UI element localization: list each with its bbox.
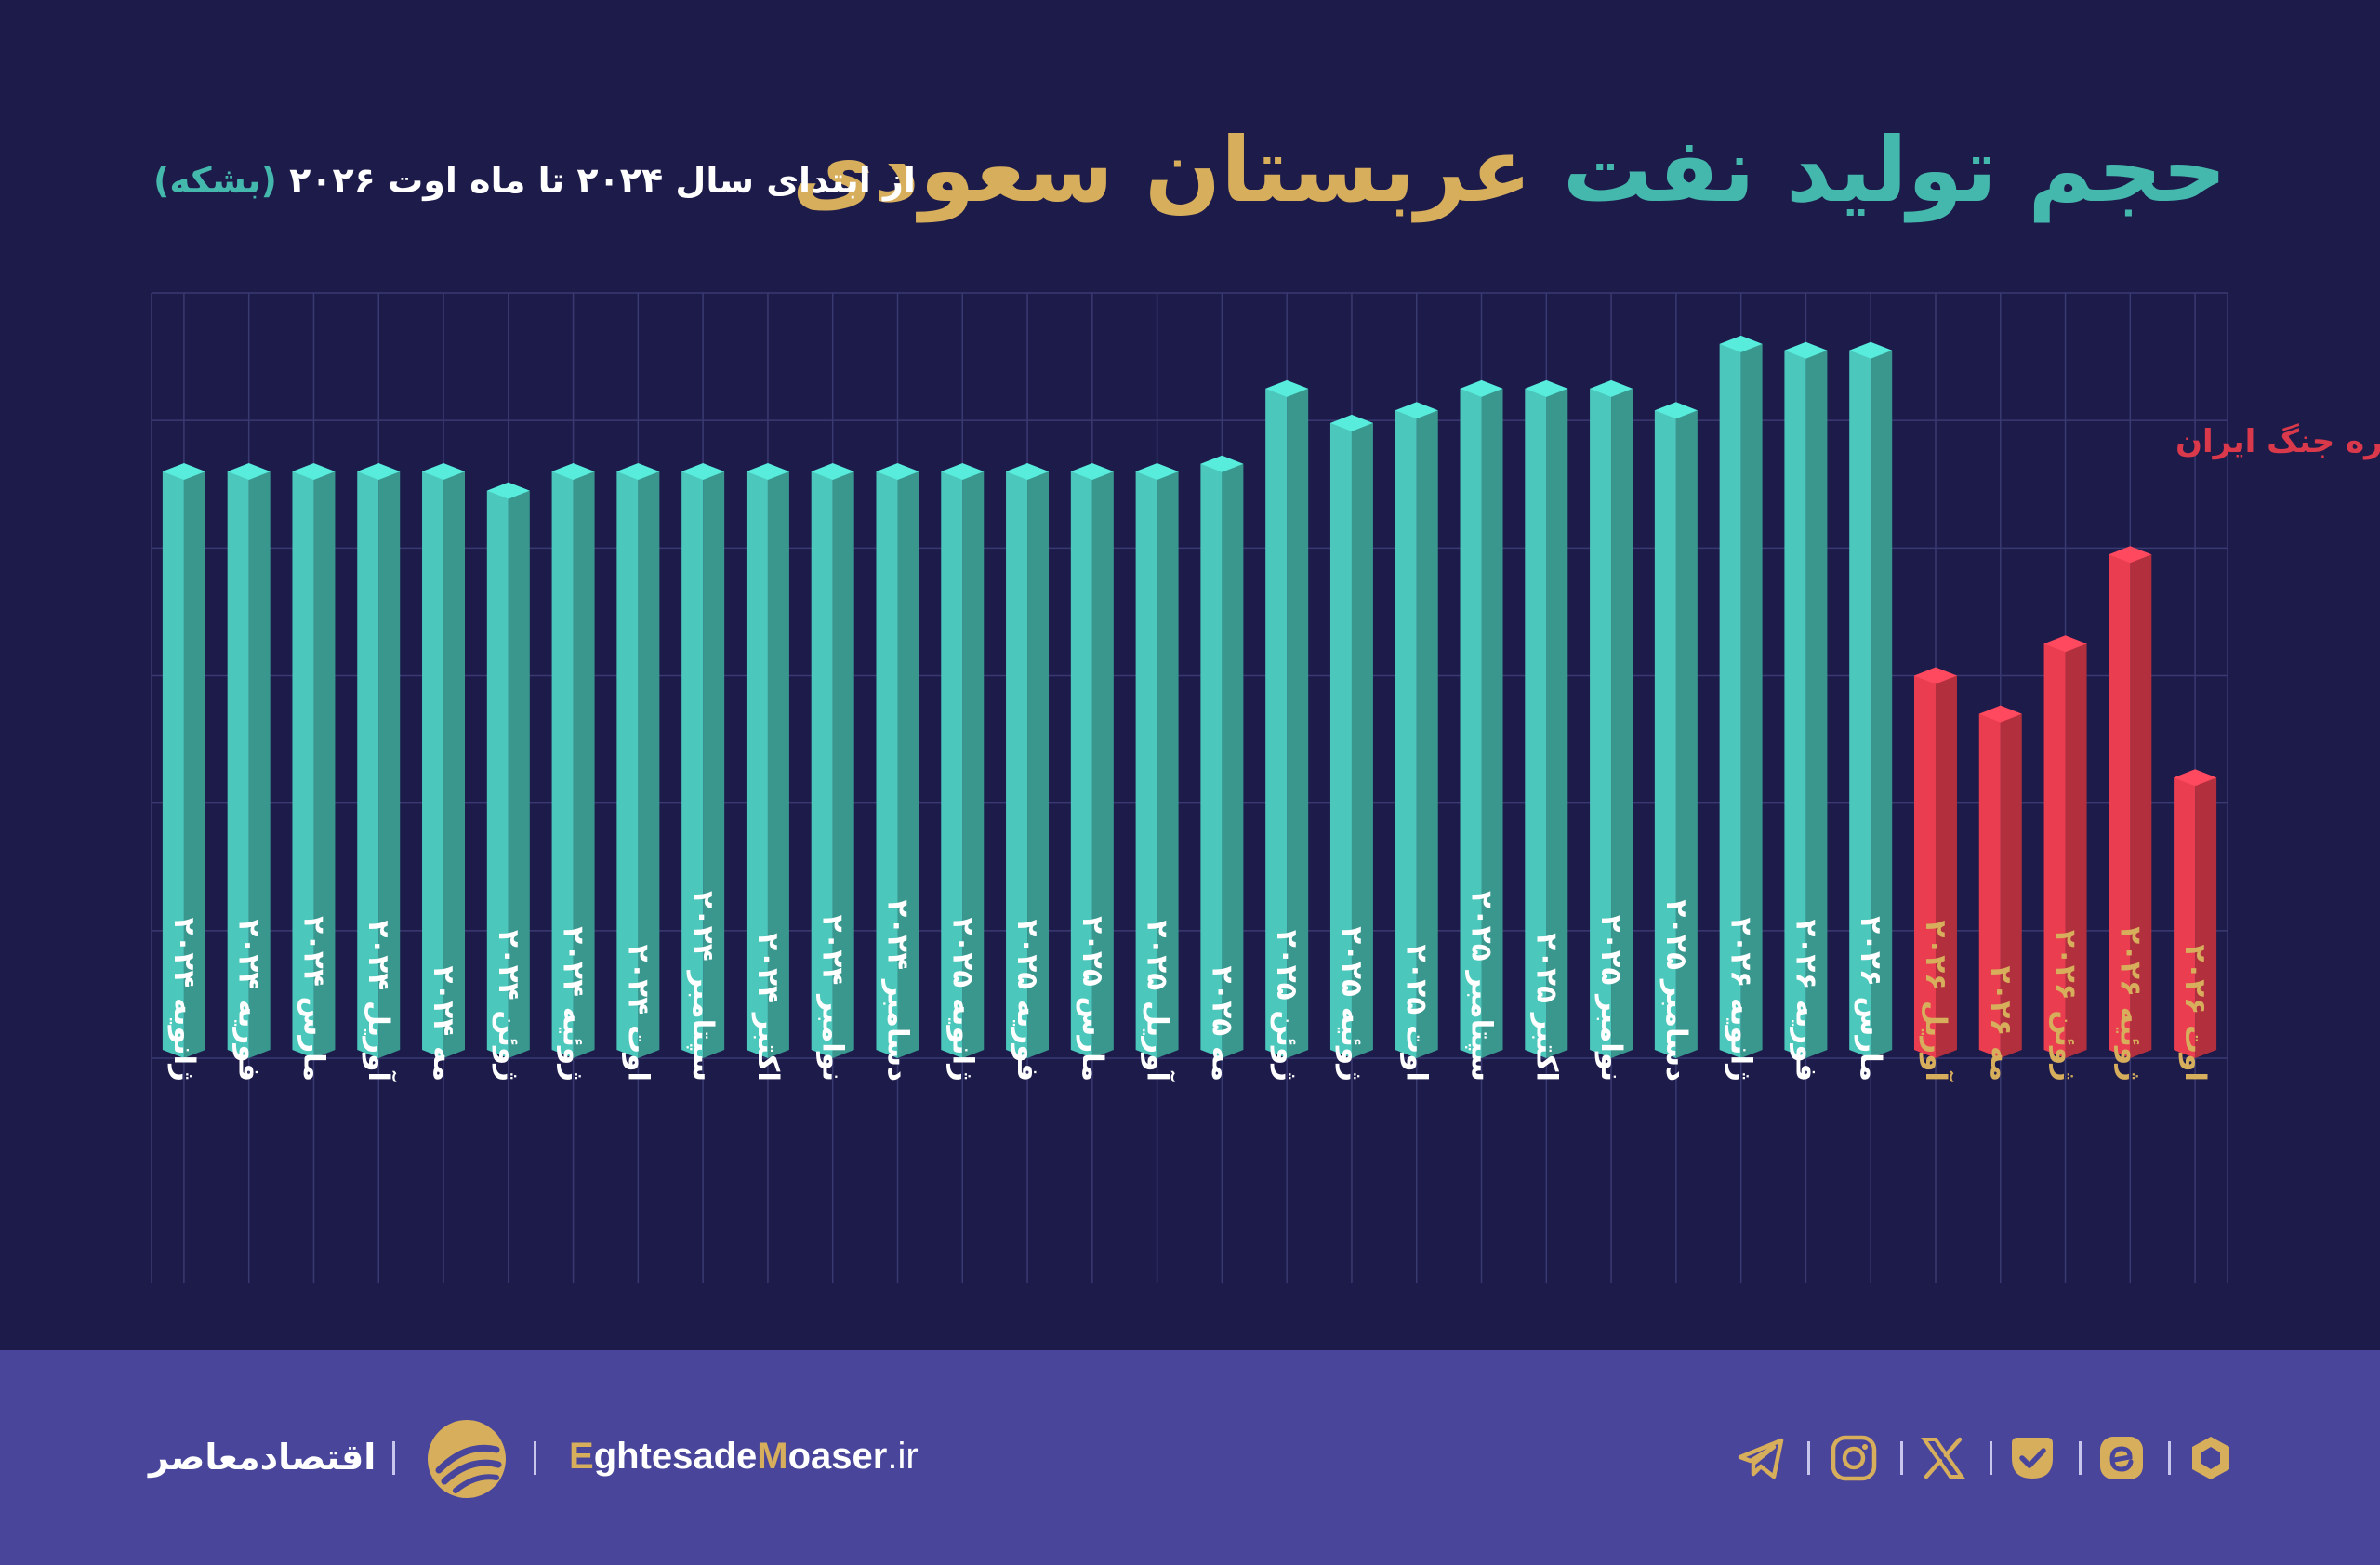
x-tick-label: دسامبر ۲۰۲۴ — [880, 899, 914, 1081]
chart-bars — [162, 335, 2217, 1059]
bar-war-period — [1913, 667, 1957, 1058]
war-period-annotation: دوره جنگ ایران — [2175, 423, 2380, 460]
bar — [876, 463, 919, 1058]
x-tick-label: ژوئن ۲۰۲۵ — [1270, 930, 1303, 1081]
site-cap-2: M — [757, 1436, 788, 1477]
bar — [616, 463, 660, 1058]
bar — [1070, 463, 1114, 1058]
bale-icon[interactable] — [2006, 1432, 2058, 1484]
bar — [1654, 402, 1698, 1058]
bar — [551, 463, 595, 1058]
x-tick-label: اکتبر ۲۰۲۴ — [751, 933, 785, 1081]
x-tick-label: فوریه ۲۰۲۶ — [1789, 920, 1822, 1082]
x-tick-label: مارس ۲۰۲۵ — [1076, 916, 1109, 1081]
bar — [746, 463, 789, 1058]
bar-chart: ژانویه ۲۰۲۴ فوریه ۲۰۲۴ مارس ۲۰۲۴ آوریل ۲۰۲۴… — [151, 292, 2380, 1283]
site-part-1: ghtesade — [593, 1436, 758, 1477]
x-tick-label: اکتبر ۲۰۲۵ — [1529, 933, 1563, 1081]
x-tick-label: ژانویه ۲۰۲۶ — [1725, 918, 1758, 1081]
bar-war-period — [2109, 546, 2152, 1058]
x-tick-label: فوریه ۲۰۲۵ — [1011, 920, 1044, 1082]
website-url[interactable]: EghtesadeMoaser.ir — [569, 1436, 919, 1478]
x-tick-label: مارس ۲۰۲۶ — [1854, 916, 1887, 1081]
bar — [1719, 335, 1763, 1058]
bar — [1200, 455, 1244, 1058]
eitaa-icon[interactable] — [2096, 1432, 2148, 1484]
bar — [1784, 341, 1828, 1059]
x-tick-label: ژانویه ۲۰۲۵ — [945, 918, 979, 1081]
x-tick-label: ژوئیه ۲۰۲۶ — [2113, 926, 2147, 1081]
bar — [941, 463, 985, 1058]
footer-separator — [1990, 1441, 1992, 1475]
x-axis-labels: ژانویه ۲۰۲۴ فوریه ۲۰۲۴ مارس ۲۰۲۴ آوریل ۲۰۲۴… — [167, 891, 2212, 1082]
bar — [1395, 402, 1438, 1058]
x-tick-label: نوامبر ۲۰۲۴ — [816, 915, 850, 1081]
x-tick-label: مه ۲۰۲۴ — [427, 966, 460, 1081]
bar — [681, 463, 725, 1058]
x-tick-label: فوریه ۲۰۲۴ — [232, 920, 266, 1082]
brand-logo-icon — [428, 1420, 506, 1498]
bar — [1849, 341, 1893, 1059]
bar — [811, 463, 854, 1058]
x-tick-label: سپتامبر ۲۰۲۵ — [1465, 891, 1499, 1081]
x-tick-label: اوت ۲۰۲۵ — [1400, 944, 1434, 1081]
x-tick-label: دسامبر ۲۰۲۵ — [1659, 899, 1693, 1081]
x-tick-label: آوریل ۲۰۲۶ — [1919, 920, 1954, 1082]
x-tick-label: ژوئن ۲۰۲۶ — [2049, 930, 2082, 1081]
footer-separator — [392, 1441, 395, 1475]
x-tick-label: ژوئیه ۲۰۲۴ — [557, 926, 590, 1081]
bar — [1525, 379, 1568, 1058]
bar — [1265, 379, 1309, 1058]
bar — [292, 463, 336, 1058]
x-tick-label: نوامبر ۲۰۲۵ — [1594, 915, 1628, 1081]
x-tick-label: آوریل ۲۰۲۵ — [1141, 920, 1176, 1082]
bar — [162, 463, 205, 1058]
title-part-2: عربستان سعودی — [791, 118, 1532, 222]
x-tick-label: مارس ۲۰۲۴ — [297, 916, 330, 1081]
footer-separator — [1807, 1441, 1810, 1475]
x-tick-label: ژوئیه ۲۰۲۵ — [1335, 926, 1368, 1081]
title-part-1: حجم تولید نفت — [1562, 118, 2227, 222]
subtitle-main: از ابتدای سال ۲۰۲۴ تا ماه اوت ۲۰۲۶ — [289, 160, 916, 201]
chart-subtitle: از ابتدای سال ۲۰۲۴ تا ماه اوت ۲۰۲۶ (بشکه… — [153, 160, 916, 201]
x-tick-label: ژوئن ۲۰۲۴ — [492, 930, 525, 1081]
x-tick-label: آوریل ۲۰۲۴ — [362, 920, 397, 1082]
bar — [1329, 414, 1373, 1058]
bar — [1460, 379, 1503, 1058]
site-cap-1: E — [569, 1436, 594, 1477]
instagram-icon[interactable] — [1828, 1432, 1880, 1484]
footer-separator — [2079, 1441, 2082, 1475]
chart-title: حجم تولید نفت عربستان سعودی — [792, 126, 2227, 215]
bar — [486, 482, 530, 1058]
telegram-icon[interactable] — [1735, 1432, 1787, 1484]
subtitle-unit: (بشکه) — [153, 160, 277, 201]
bar-war-period — [1978, 705, 2022, 1058]
footer-bar — [0, 1350, 2380, 1565]
x-tick-label: اوت ۲۰۲۴ — [621, 944, 654, 1081]
site-tld: .ir — [887, 1436, 919, 1477]
rubika-icon[interactable] — [2185, 1432, 2237, 1484]
x-tick-label: اوت ۲۰۲۶ — [2178, 944, 2212, 1081]
bar — [1590, 379, 1633, 1058]
x-tick-label: مه ۲۰۲۵ — [1205, 966, 1238, 1081]
bar — [1006, 463, 1050, 1058]
footer-separator — [1900, 1441, 1903, 1475]
bar — [1135, 463, 1179, 1058]
bar — [357, 463, 401, 1058]
bar-war-period — [2174, 769, 2217, 1058]
brand-name: اقتصادمعاصر — [149, 1437, 377, 1478]
footer-separator — [534, 1441, 536, 1475]
bar — [422, 463, 466, 1058]
bar-war-period — [2043, 635, 2087, 1058]
x-icon[interactable] — [1917, 1432, 1969, 1484]
x-tick-label: سپتامبر ۲۰۲۴ — [686, 891, 720, 1081]
x-tick-label: مه ۲۰۲۶ — [1984, 966, 2017, 1081]
bar — [227, 463, 271, 1058]
site-part-2: oaser — [787, 1436, 888, 1477]
x-tick-label: ژانویه ۲۰۲۴ — [167, 918, 201, 1081]
footer-separator — [2168, 1441, 2171, 1475]
